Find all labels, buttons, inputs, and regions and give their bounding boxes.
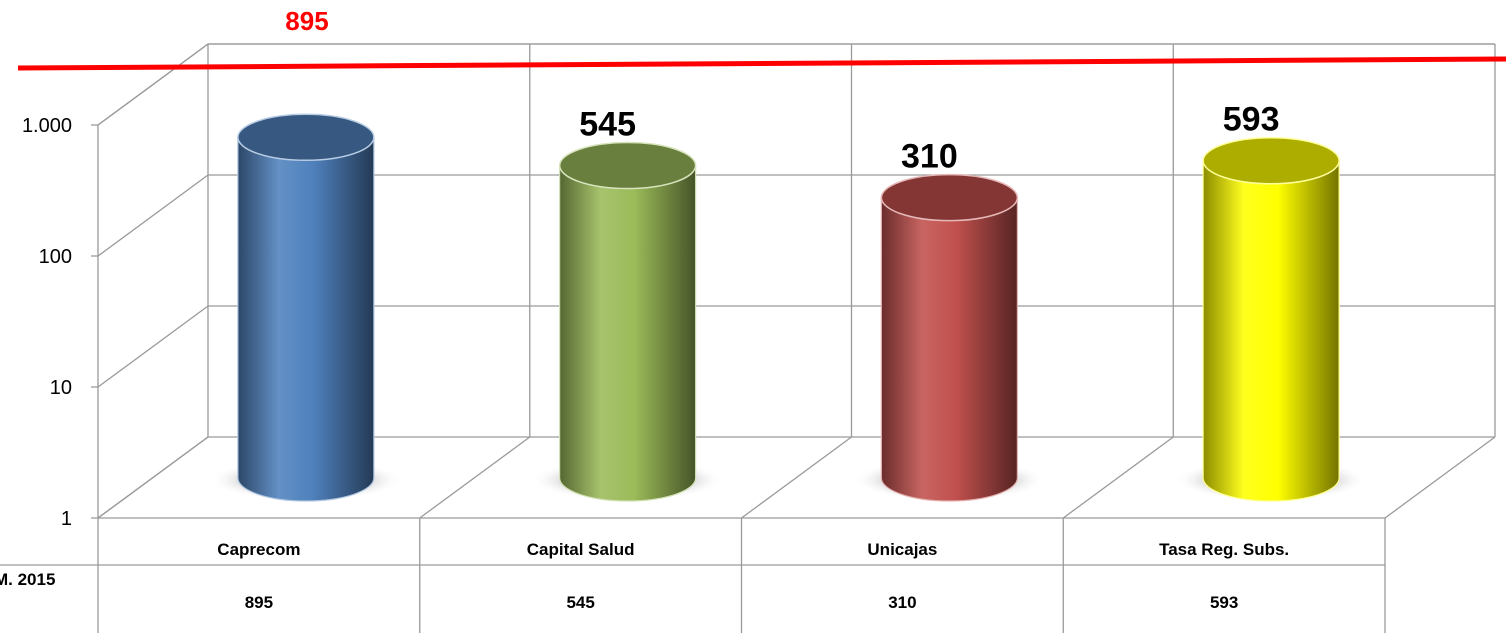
table-cell-value: 593 [1210,593,1238,612]
table-cell-value: 310 [888,593,916,612]
floor-gridline [1384,436,1496,519]
data-label: 545 [579,106,636,144]
data-label: 593 [1223,101,1280,139]
table-cell-value: 545 [566,593,594,612]
bar-capital-salud [559,164,697,502]
side-gridline-top [97,43,209,126]
floor-gridline [741,436,852,519]
data-labels: 545 310 593 [579,101,1279,176]
bars [209,113,1368,502]
data-table: Caprecom Capital Salud Unicajas Tasa Reg. S… [0,518,1386,633]
floor-gridline [97,436,209,519]
side-gridline [97,305,209,388]
x-category-label: Capital Salud [527,540,635,559]
x-category-label: Tasa Reg. Subs. [1159,540,1289,559]
bar-top [880,173,1019,222]
x-category-label: Caprecom [217,540,300,559]
bar-top [558,141,697,190]
chart-grid [97,43,1496,519]
bar-top [1202,136,1340,185]
bar-tasa-reg-subs [1202,160,1340,502]
y-tick-label: 10 [50,377,72,399]
side-gridline [97,174,209,257]
reference-line [17,56,1506,71]
reference-line-label: 895 [285,6,328,36]
y-tick-label: 1.000 [22,115,72,137]
y-tick-label: 100 [39,246,72,268]
bar-caprecom [237,136,375,502]
y-axis: 1 10 100 1.000 [22,115,99,530]
bar-top [237,113,375,162]
floor-gridline [1062,436,1174,519]
table-row-label: M. 2015 [0,570,55,589]
data-label: 310 [901,138,958,176]
bar-unicajas [880,197,1018,502]
floor-gridline [419,436,531,519]
x-category-label: Unicajas [867,540,937,559]
table-cell-value: 895 [245,593,273,612]
y-tick-label: 1 [61,508,72,530]
reference-line-group: 895 [17,6,1506,71]
